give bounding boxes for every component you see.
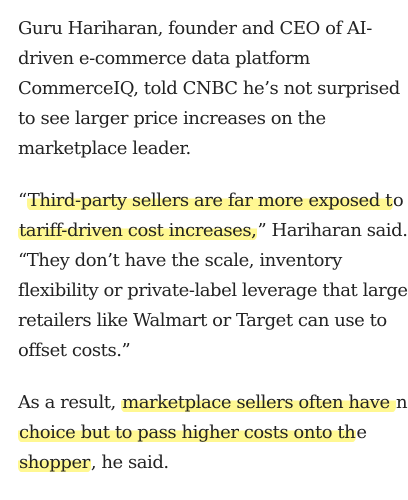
paragraph-quote: “Third-party sellers are far more expose… — [18, 186, 408, 366]
text-segment: “ — [18, 190, 27, 211]
text-line: shopper, he said. — [18, 448, 402, 478]
text-segment: o — [392, 190, 404, 211]
highlighted-text: shopper — [18, 452, 91, 473]
article-body: Guru Hariharan, founder and CEO of AI- d… — [18, 14, 408, 478]
text-line: to see larger price increases on the — [18, 108, 326, 129]
text-line: retailers like Walmart or Target can use… — [18, 310, 387, 331]
text-segment: ” Hariharan said. — [257, 220, 408, 241]
text-line: Guru Hariharan, founder and CEO of AI- — [18, 18, 372, 39]
text-line: tariff-driven cost increases,” Hariharan… — [18, 216, 408, 246]
text-line: driven e-commerce data platform — [18, 48, 310, 69]
text-line: CommerceIQ, told CNBC he’s not surprised — [18, 78, 400, 99]
text-line: offset costs.” — [18, 340, 131, 361]
highlighted-text: choice but to pass higher costs onto th — [18, 422, 357, 443]
highlighted-text: marketplace sellers often have — [121, 392, 396, 413]
text-segment: , he said. — [90, 452, 169, 473]
text-line: marketplace leader. — [18, 138, 191, 159]
text-segment: no — [396, 392, 408, 413]
text-line: choice but to pass higher costs onto the — [18, 418, 402, 448]
highlighted-text: Third-party sellers are far more exposed… — [26, 190, 393, 211]
text-segment: As a result, — [18, 392, 122, 413]
text-line: “Third-party sellers are far more expose… — [18, 186, 404, 216]
text-segment: e — [356, 422, 367, 443]
highlighted-text: tariff-driven cost increases, — [18, 220, 258, 241]
text-line: “They don’t have the scale, inventory — [18, 250, 342, 271]
paragraph-result: As a result, marketplace sellers often h… — [18, 388, 408, 478]
text-line: flexibility or private-label leverage th… — [18, 280, 408, 301]
paragraph-hariharan-intro: Guru Hariharan, founder and CEO of AI- d… — [18, 14, 402, 164]
text-line: As a result, marketplace sellers often h… — [18, 388, 408, 418]
